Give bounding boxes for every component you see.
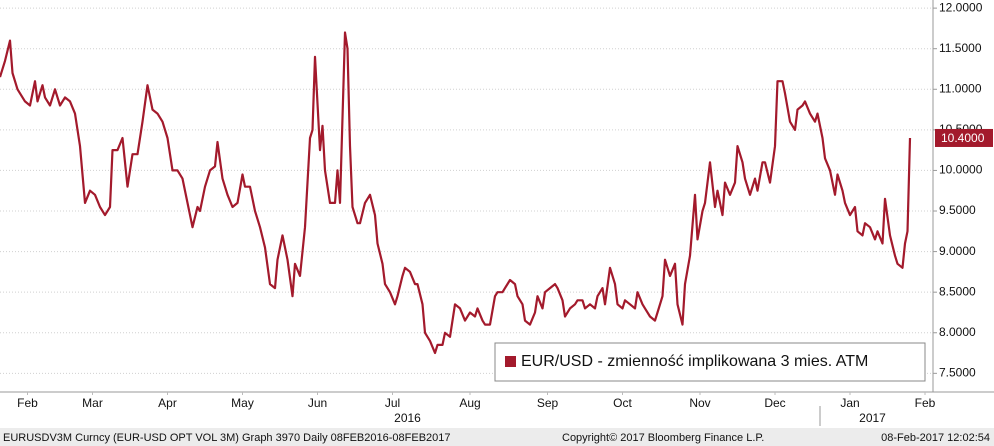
x-tick-label: Feb bbox=[17, 396, 38, 410]
x-tick-label: Jun bbox=[308, 396, 327, 410]
y-tick-label: 8.5000 bbox=[939, 284, 976, 298]
x-tick-label: Nov bbox=[689, 396, 710, 410]
last-value-label: 10.4000 bbox=[941, 131, 985, 145]
footer: EURUSDV3M Curncy (EUR-USD OPT VOL 3M) Gr… bbox=[0, 428, 994, 446]
footer-source: EURUSDV3M Curncy (EUR-USD OPT VOL 3M) Gr… bbox=[3, 432, 451, 444]
footer-date: 08-Feb-2017 12:02:54 bbox=[881, 432, 990, 444]
y-tick-label: 9.5000 bbox=[939, 203, 976, 217]
year-label: 2016 bbox=[394, 411, 421, 425]
y-tick-label: 7.5000 bbox=[939, 366, 976, 380]
y-tick-label: 11.5000 bbox=[939, 41, 982, 55]
x-tick-label: Sep bbox=[537, 396, 559, 410]
x-tick-label: Jan bbox=[840, 396, 859, 410]
x-tick-label: Apr bbox=[158, 396, 177, 410]
legend-swatch bbox=[505, 356, 516, 367]
x-tick-label: Dec bbox=[764, 396, 785, 410]
x-tick-label: May bbox=[231, 396, 254, 410]
footer-copyright: Copyright© 2017 Bloomberg Finance L.P. bbox=[562, 432, 764, 444]
legend-box bbox=[494, 342, 926, 382]
last-value-box bbox=[935, 128, 993, 147]
footer-bar bbox=[0, 428, 994, 446]
y-tick-label: 12.0000 bbox=[939, 0, 983, 14]
y-tick-label: 8.0000 bbox=[939, 325, 976, 339]
legend: EUR/USD - zmienność implikowana 3 mies. … bbox=[494, 342, 926, 382]
x-tick-label: Oct bbox=[613, 396, 632, 410]
y-tick-label: 10.0000 bbox=[939, 163, 983, 177]
y-tick-label: 11.0000 bbox=[939, 81, 982, 95]
legend-label: EUR/USD - zmienność implikowana 3 mies. … bbox=[521, 353, 868, 370]
x-tick-label: Aug bbox=[459, 396, 480, 410]
x-tick-label: Jul bbox=[385, 396, 400, 410]
x-tick-label: Mar bbox=[82, 396, 103, 410]
year-label: 2017 bbox=[859, 411, 886, 425]
series-line bbox=[0, 31, 912, 355]
x-tick-label: Feb bbox=[915, 396, 936, 410]
y-tick-label: 9.0000 bbox=[939, 244, 976, 258]
